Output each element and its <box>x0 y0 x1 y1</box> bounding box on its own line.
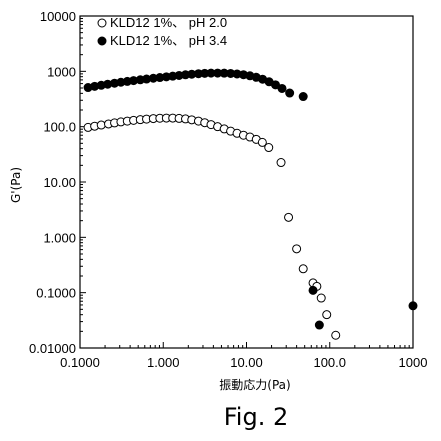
legend-marker <box>98 19 106 27</box>
x-tick-label: 10.00 <box>230 355 263 370</box>
x-tick-label: 1000 <box>399 355 428 370</box>
figure-caption: Fig. 2 <box>224 403 289 431</box>
y-axis: 10000 1000 100.0 10.00 1.000 0.1000 0.01000 <box>29 9 86 356</box>
y-tick-label: 10.00 <box>43 175 76 190</box>
data-point <box>265 144 273 152</box>
legend-label: KLD12 1%、 pH 3.4 <box>110 33 227 48</box>
y-tick-label: 10000 <box>40 9 76 24</box>
legend-label: KLD12 1%、 pH 2.0 <box>110 15 227 30</box>
x-tick-label: 100.0 <box>313 355 346 370</box>
x-tick-label: 0.1000 <box>60 355 100 370</box>
data-point <box>332 331 340 339</box>
data-point <box>277 159 285 167</box>
plot-border <box>80 16 413 348</box>
y-tick-label: 0.1000 <box>36 286 76 301</box>
data-point <box>278 84 286 92</box>
data-point <box>409 302 417 310</box>
legend-marker <box>98 37 106 45</box>
y-tick-label: 100.0 <box>43 120 76 135</box>
y-tick-label: 1.000 <box>43 230 76 245</box>
x-tick-label: 1.000 <box>147 355 180 370</box>
data-point <box>299 265 307 273</box>
data-point <box>309 286 317 294</box>
plot-frame <box>80 16 413 348</box>
series-1 <box>84 114 340 339</box>
data-point <box>317 294 325 302</box>
data-point <box>315 321 323 329</box>
data-point <box>323 311 331 319</box>
series-2 <box>84 69 417 329</box>
data-point <box>299 93 307 101</box>
x-axis-title: 振動応力(Pa) <box>219 378 290 392</box>
y-tick-label: 0.01000 <box>29 341 76 356</box>
data-points <box>84 69 417 339</box>
data-point <box>293 245 301 253</box>
y-axis-title: G'(Pa) <box>9 167 23 203</box>
y-tick-label: 1000 <box>47 64 76 79</box>
x-axis: 0.1000 1.000 10.00 100.0 1000 <box>60 342 427 370</box>
data-point <box>97 121 105 129</box>
data-point <box>285 213 293 221</box>
legend: KLD12 1%、 pH 2.0 KLD12 1%、 pH 3.4 <box>98 15 227 48</box>
data-point <box>286 89 294 97</box>
